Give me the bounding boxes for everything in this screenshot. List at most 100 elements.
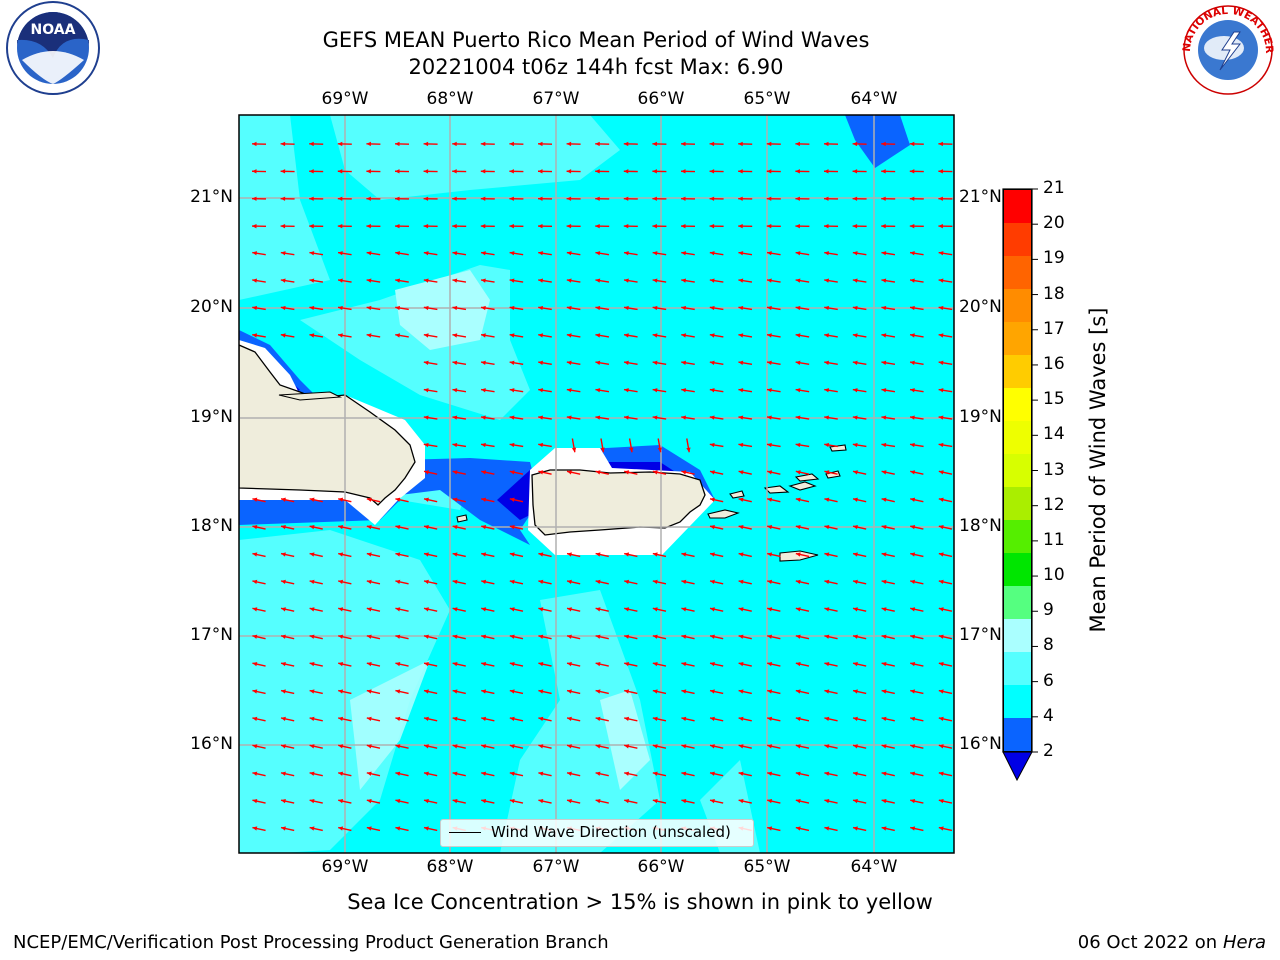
chart-title: GEFS MEAN Puerto Rico Mean Period of Win… bbox=[322, 28, 870, 52]
wind-wave-arrowhead bbox=[938, 196, 943, 201]
wind-wave-arrowhead bbox=[509, 607, 515, 612]
wind-wave-arrowhead bbox=[481, 771, 487, 776]
wind-wave-arrowhead bbox=[395, 798, 401, 804]
wind-wave-arrowhead bbox=[795, 607, 801, 612]
wind-wave-arrowhead bbox=[538, 689, 544, 694]
colorbar-tick-label: 21 bbox=[1043, 178, 1065, 198]
wind-wave-arrowhead bbox=[852, 360, 858, 365]
wind-wave-arrowhead bbox=[595, 278, 601, 283]
wind-wave-arrowhead bbox=[423, 196, 429, 201]
wind-wave-arrowhead bbox=[366, 251, 372, 256]
wind-wave-arrowhead bbox=[910, 333, 915, 338]
wind-wave-arrowhead bbox=[567, 470, 572, 475]
wind-wave-arrowhead bbox=[481, 497, 487, 502]
wind-wave-arrowhead bbox=[938, 141, 943, 147]
wind-wave-arrowhead bbox=[509, 552, 515, 557]
wind-wave-arrowhead bbox=[681, 251, 687, 256]
wind-wave-arrowhead bbox=[481, 579, 487, 585]
wind-wave-arrowhead bbox=[824, 634, 830, 639]
wind-wave-arrowhead bbox=[824, 388, 830, 393]
wind-wave-arrowhead bbox=[938, 388, 944, 393]
wind-wave-arrowhead bbox=[600, 447, 605, 453]
wind-wave-arrowhead bbox=[881, 470, 887, 475]
wind-wave-arrowhead bbox=[795, 470, 801, 475]
footer-machine: Hera bbox=[1222, 932, 1266, 953]
wind-wave-arrowhead bbox=[623, 141, 629, 147]
wind-wave-arrowhead bbox=[509, 141, 514, 147]
colorbar-tick-label: 18 bbox=[1043, 283, 1065, 304]
wind-wave-arrowhead bbox=[252, 661, 258, 667]
wind-wave-arrowhead bbox=[824, 524, 830, 530]
wind-wave-arrowhead bbox=[567, 661, 572, 667]
wind-wave-arrowhead bbox=[424, 634, 429, 639]
wind-wave-arrowhead bbox=[766, 223, 772, 229]
wind-wave-arrowhead bbox=[824, 607, 830, 612]
wind-wave-arrowhead bbox=[910, 524, 916, 530]
wind-wave-arrowhead bbox=[738, 552, 744, 557]
wind-wave-arrowhead bbox=[852, 333, 858, 338]
wind-wave-arrowhead bbox=[338, 771, 344, 776]
wind-wave-arrows bbox=[251, 141, 953, 832]
wind-wave-arrowhead bbox=[281, 552, 286, 557]
wind-wave-arrowhead bbox=[280, 169, 286, 174]
wind-wave-arrowhead bbox=[853, 579, 858, 585]
lon-label-top: 64°W bbox=[850, 89, 898, 109]
wind-wave-arrowhead bbox=[767, 607, 773, 612]
wind-wave-arrowhead bbox=[423, 305, 429, 311]
wind-wave-arrowhead bbox=[309, 689, 315, 694]
wind-wave-arrowhead bbox=[566, 333, 572, 338]
wind-wave-arrowhead bbox=[652, 196, 657, 201]
wind-wave-arrowhead bbox=[624, 661, 630, 667]
wind-wave-arrowhead bbox=[710, 689, 715, 694]
wind-wave-arrowhead bbox=[795, 169, 800, 174]
wind-wave-arrowhead bbox=[538, 251, 544, 256]
wind-wave-arrowhead bbox=[709, 141, 715, 147]
wind-wave-arrowhead bbox=[338, 251, 343, 256]
wind-wave-arrowhead bbox=[624, 579, 630, 585]
wind-wave-arrowhead bbox=[423, 251, 429, 256]
wind-wave-arrowhead bbox=[624, 716, 630, 722]
wind-wave-arrowhead bbox=[909, 169, 915, 174]
wind-wave-arrowhead bbox=[366, 661, 372, 667]
wind-wave-arrowhead bbox=[481, 470, 487, 475]
wind-wave-arrowhead bbox=[767, 333, 772, 338]
wind-wave-arrowhead bbox=[738, 333, 744, 338]
wind-wave-arrowhead bbox=[824, 744, 830, 749]
wind-wave-arrowhead bbox=[452, 689, 458, 694]
wind-wave-arrowhead bbox=[481, 744, 487, 749]
colorbar-tick-label: 2 bbox=[1043, 741, 1054, 761]
wind-wave-arrowhead bbox=[938, 771, 944, 776]
wind-wave-arrowhead bbox=[281, 579, 286, 585]
wind-wave-arrowhead bbox=[480, 223, 486, 229]
wind-wave-arrowhead bbox=[738, 771, 744, 776]
wind-wave-arrowhead bbox=[738, 169, 743, 174]
wind-wave-arrowhead bbox=[795, 744, 801, 749]
wind-wave-arrowhead bbox=[538, 169, 543, 174]
wind-wave-arrowhead bbox=[938, 798, 944, 804]
wind-wave-arrowhead bbox=[309, 196, 314, 201]
lon-label-top: 65°W bbox=[743, 89, 791, 109]
wind-wave-arrowhead bbox=[424, 607, 429, 612]
wind-wave-arrowhead bbox=[281, 826, 286, 831]
wind-wave-arrowhead bbox=[281, 689, 286, 694]
wind-wave-arrowhead bbox=[567, 689, 572, 694]
wind-wave-arrowhead bbox=[652, 634, 658, 639]
wind-wave-arrowhead bbox=[852, 305, 858, 311]
wind-wave-arrowhead bbox=[595, 579, 601, 585]
wind-wave-arrowhead bbox=[281, 634, 286, 639]
wind-wave-arrowhead bbox=[938, 661, 944, 667]
wind-wave-arrowhead bbox=[281, 497, 286, 502]
wind-wave-arrowhead bbox=[595, 251, 601, 256]
wind-wave-arrowhead bbox=[395, 716, 401, 722]
wind-wave-arrowhead bbox=[652, 169, 657, 174]
wind-wave-arrowhead bbox=[309, 579, 315, 585]
wind-wave-arrowhead bbox=[652, 415, 658, 420]
wind-wave-arrowhead bbox=[852, 196, 858, 201]
wind-wave-arrowhead bbox=[452, 305, 458, 311]
wind-wave-arrowhead bbox=[309, 744, 315, 749]
wind-wave-arrowhead bbox=[938, 169, 943, 174]
wind-wave-arrowhead bbox=[910, 607, 916, 612]
wind-wave-arrowhead bbox=[366, 798, 372, 804]
wind-wave-arrowhead bbox=[423, 415, 429, 420]
wind-wave-arrowhead bbox=[480, 141, 486, 147]
